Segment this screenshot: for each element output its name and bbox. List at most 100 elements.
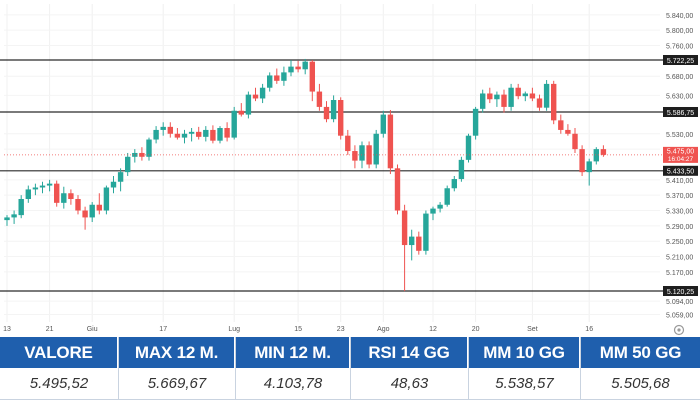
candle (423, 210, 429, 255)
x-tick-label: Set (527, 326, 538, 333)
candle-body (508, 87, 514, 107)
level-badge-label: 5.433,50 (667, 169, 694, 176)
candle (11, 210, 17, 224)
x-tick-label: 20 (472, 326, 480, 333)
level-badge: 5.120,25 (663, 286, 698, 296)
candle-body (451, 179, 457, 189)
candle (146, 137, 152, 161)
y-tick-label: 5.059,00 (666, 313, 693, 320)
candle (188, 128, 195, 142)
candle-body (551, 83, 557, 121)
candle (61, 186, 67, 209)
stat-rsi-14: RSI 14 GG 48,63 (351, 337, 469, 400)
candle-body (82, 210, 88, 218)
candle (451, 175, 457, 192)
candle (117, 168, 124, 192)
candle (32, 183, 39, 196)
candle-body (465, 135, 472, 160)
candle-body (196, 131, 202, 137)
candle-body (352, 151, 358, 161)
candle (387, 109, 394, 175)
candle-body (401, 210, 408, 246)
candle-body (579, 149, 585, 173)
candle-body (231, 110, 237, 138)
x-tick-label: Ago (377, 326, 390, 333)
candle (323, 101, 330, 123)
y-tick-label: 5.370,00 (666, 193, 693, 200)
stat-label: MAX 12 M. (119, 337, 235, 368)
candle-body (472, 108, 479, 136)
candle (558, 114, 564, 134)
candle (401, 204, 408, 292)
candle-body (345, 135, 351, 152)
candle (259, 83, 266, 104)
candle-body (430, 208, 436, 214)
candle-body (373, 133, 379, 165)
price-chart[interactable]: 5.840,00 5.800,00 5.760,00 5.680,00 5.630,00… (0, 0, 700, 337)
candle-body (529, 93, 536, 99)
candle (565, 124, 571, 136)
y-tick-label: 5.760,00 (666, 44, 693, 51)
candle-body (380, 114, 386, 134)
candle-body (217, 128, 223, 141)
candle-body (458, 159, 465, 180)
stat-label: RSI 14 GG (351, 337, 468, 368)
y-tick-label: 5.840,00 (666, 13, 693, 20)
candle-body (338, 100, 344, 136)
candle-body (330, 100, 337, 120)
candle-body (274, 75, 280, 81)
candlestick-chart[interactable]: 5.840,00 5.800,00 5.760,00 5.680,00 5.630,00… (0, 0, 700, 337)
candle-body (323, 106, 330, 120)
y-tick-label: 5.800,00 (666, 28, 693, 35)
candle-body (181, 133, 188, 138)
grid (4, 4, 660, 322)
price-badge-countdown: 16:04:27 (668, 156, 694, 163)
candle-body (117, 172, 124, 182)
candle-body (132, 152, 138, 157)
candle (25, 185, 31, 203)
candle-body (210, 129, 216, 141)
level-badge-label: 5.722,25 (667, 58, 694, 65)
candle (515, 83, 521, 100)
level-badge: 5.722,25 (663, 55, 698, 65)
candle-body (153, 129, 159, 140)
y-tick-label: 5.170,00 (666, 270, 693, 277)
candle-body (174, 133, 181, 138)
candle-body (203, 129, 209, 137)
candle-body (110, 181, 117, 188)
y-tick-label: 5.630,00 (666, 93, 693, 100)
candle-body (39, 185, 46, 188)
candle-body (188, 131, 195, 134)
candle-body (416, 236, 422, 251)
candle-body (309, 61, 315, 92)
candle-body (146, 139, 152, 157)
candle (89, 202, 95, 223)
candle (46, 179, 53, 192)
candle (465, 133, 472, 163)
candle-body (103, 187, 110, 211)
candle-body (444, 188, 450, 205)
stat-value: 5.538,57 (469, 368, 580, 400)
level-badge-label: 5.586,75 (667, 110, 694, 117)
stat-value: 5.495,52 (0, 368, 118, 400)
candle (480, 89, 486, 113)
price-axis-badges: 5.722,25 5.586,75 5.433,50 5.120,25 5.475,00… (4, 55, 698, 296)
candle-body (75, 199, 81, 211)
candle-body (572, 133, 578, 150)
candle (409, 229, 415, 261)
level-badge-bg (663, 55, 698, 65)
candle (288, 60, 294, 77)
candle-body (46, 183, 53, 186)
candle (203, 126, 209, 142)
gear-icon[interactable] (673, 324, 685, 336)
candle-body (295, 66, 301, 70)
candle (54, 180, 60, 207)
candle-body (4, 217, 10, 221)
candle (501, 89, 507, 113)
candle (4, 215, 10, 226)
candle (295, 60, 301, 73)
candle-body (543, 83, 550, 108)
candle-body (558, 120, 564, 130)
candle (330, 95, 337, 123)
candle-body (494, 94, 500, 100)
